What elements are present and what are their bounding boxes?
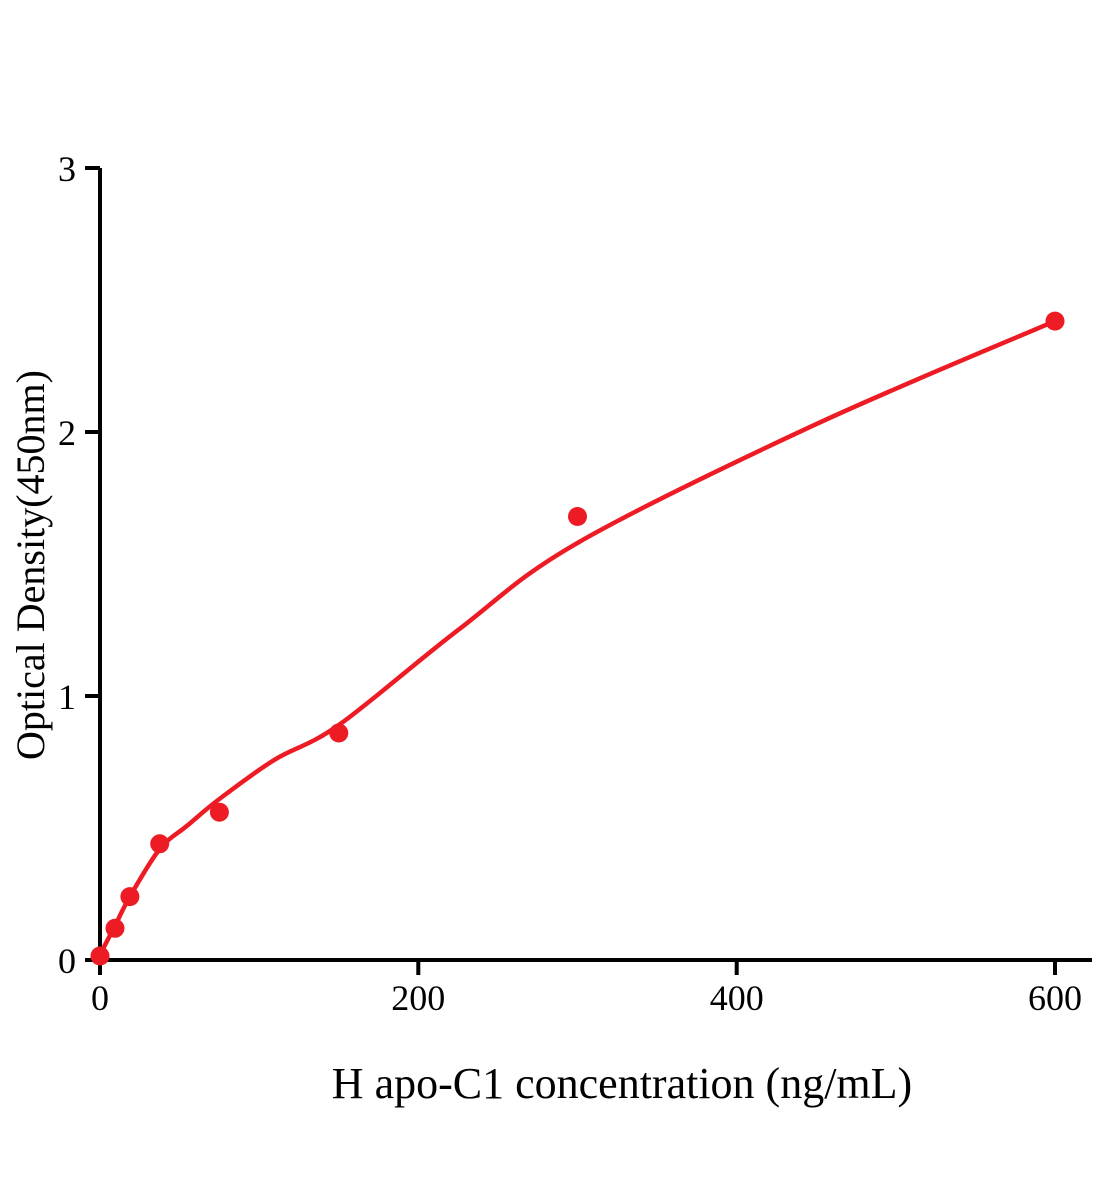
- x-axis-title: H apo-C1 concentration (ng/mL): [332, 1059, 912, 1108]
- y-tick-label: 0: [58, 941, 76, 981]
- x-tick-label: 600: [1028, 978, 1082, 1018]
- x-tick-label: 400: [710, 978, 764, 1018]
- y-tick-label: 1: [58, 677, 76, 717]
- x-tick-label: 200: [391, 978, 445, 1018]
- data-point: [150, 834, 170, 854]
- y-axis-title: Optical Density(450nm): [8, 370, 53, 760]
- x-tick-label: 0: [91, 978, 109, 1018]
- y-tick-label: 3: [58, 149, 76, 189]
- data-point: [105, 918, 125, 938]
- data-point: [1045, 311, 1065, 331]
- data-point: [329, 723, 349, 743]
- fit-curve: [97, 318, 1058, 957]
- data-point: [120, 887, 140, 907]
- data-point: [209, 802, 229, 822]
- y-tick-label: 2: [58, 413, 76, 453]
- plot-layer: 0 200 400 600 0 1 2 3: [58, 149, 1092, 1018]
- data-point: [90, 946, 110, 966]
- data-point: [568, 507, 587, 526]
